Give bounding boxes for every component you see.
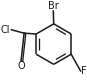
Text: Cl: Cl: [1, 25, 10, 35]
Text: Br: Br: [48, 1, 59, 11]
Text: O: O: [17, 61, 25, 71]
Text: F: F: [81, 66, 86, 76]
